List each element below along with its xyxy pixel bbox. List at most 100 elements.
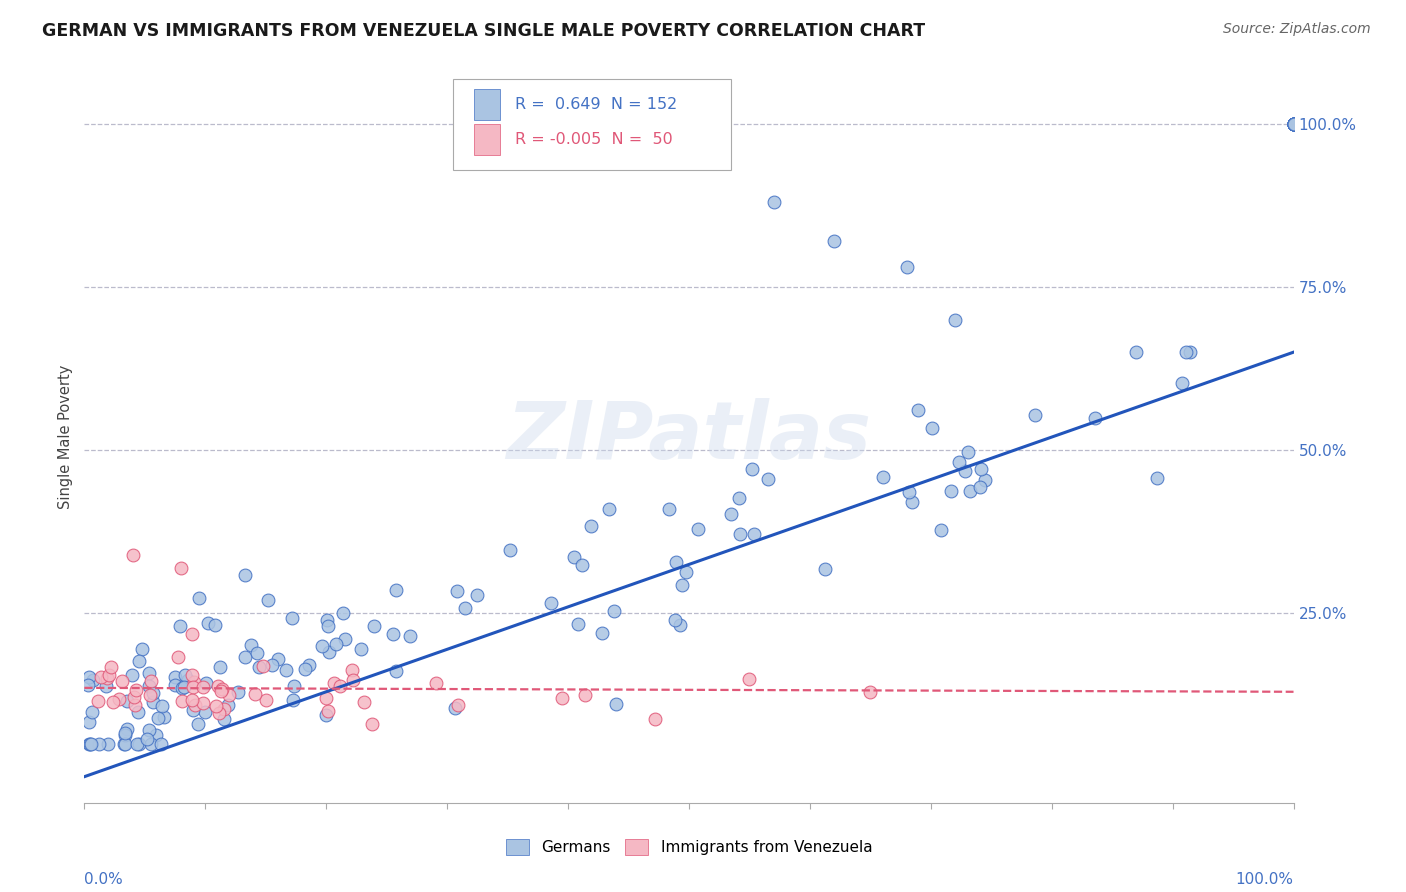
Point <box>605 697 627 711</box>
Point <box>598 502 620 516</box>
Point <box>425 675 447 690</box>
Point <box>1171 376 1194 390</box>
Text: R = -0.005  N =  50: R = -0.005 N = 50 <box>515 132 672 147</box>
Point <box>671 577 693 591</box>
Point <box>363 618 385 632</box>
Point <box>665 555 688 569</box>
Point <box>315 690 337 705</box>
Point <box>742 527 765 541</box>
Point <box>720 508 742 522</box>
Point <box>209 660 232 674</box>
Point <box>1282 117 1305 131</box>
Point <box>447 698 470 712</box>
Point <box>658 502 681 516</box>
Point <box>103 695 125 709</box>
Point <box>1282 117 1305 131</box>
Point <box>1024 408 1046 422</box>
Point <box>127 706 149 720</box>
Point <box>332 606 354 620</box>
Point <box>197 615 219 630</box>
Point <box>252 658 274 673</box>
Point <box>194 705 217 719</box>
Point <box>1282 117 1305 131</box>
Point <box>329 679 352 693</box>
Point <box>1282 117 1305 131</box>
Point <box>79 737 101 751</box>
Point <box>974 473 997 487</box>
Point <box>138 679 160 693</box>
Point <box>77 670 100 684</box>
Point <box>859 685 882 699</box>
Point <box>96 671 118 685</box>
Point <box>138 665 160 680</box>
Point <box>333 632 356 646</box>
Point <box>562 550 585 565</box>
Point <box>136 732 159 747</box>
Point <box>181 627 204 641</box>
Point <box>664 613 686 627</box>
Point <box>399 629 422 643</box>
Point <box>872 470 894 484</box>
Point <box>728 527 751 541</box>
Point <box>173 680 195 694</box>
Point <box>316 619 339 633</box>
Point <box>184 698 207 712</box>
Point <box>191 696 214 710</box>
Point <box>254 693 277 707</box>
Point <box>82 673 104 687</box>
Point <box>603 604 626 618</box>
Point <box>953 464 976 478</box>
Point <box>311 639 333 653</box>
Point <box>256 593 278 607</box>
Point <box>247 659 270 673</box>
FancyBboxPatch shape <box>474 124 501 154</box>
Point <box>688 522 710 536</box>
Point <box>728 491 751 505</box>
Point <box>142 695 165 709</box>
Point <box>318 645 340 659</box>
Point <box>80 737 103 751</box>
Point <box>499 542 522 557</box>
Point <box>762 194 785 209</box>
Point <box>1178 345 1201 359</box>
Point <box>1282 117 1305 131</box>
Point <box>212 712 235 726</box>
Point <box>896 260 918 275</box>
Text: R =  0.649  N = 152: R = 0.649 N = 152 <box>515 96 678 112</box>
Point <box>1282 117 1305 131</box>
Point <box>294 662 316 676</box>
Point <box>551 690 574 705</box>
Point <box>87 737 110 751</box>
Text: ZIPatlas: ZIPatlas <box>506 398 872 476</box>
Point <box>1282 117 1305 131</box>
Point <box>240 638 263 652</box>
Point <box>111 673 134 688</box>
Point <box>233 650 256 665</box>
Legend: Germans, Immigrants from Venezuela: Germans, Immigrants from Venezuela <box>499 833 879 861</box>
Point <box>100 659 122 673</box>
Point <box>142 686 165 700</box>
Point <box>212 702 235 716</box>
Point <box>139 737 162 751</box>
Point <box>1175 345 1198 359</box>
Text: 0.0%: 0.0% <box>84 872 124 888</box>
Point <box>342 673 364 687</box>
Point <box>1282 117 1305 131</box>
Point <box>1282 117 1305 131</box>
Point <box>121 668 143 682</box>
Point <box>226 685 249 699</box>
Point <box>181 680 204 694</box>
Point <box>540 596 562 610</box>
Point <box>579 519 602 533</box>
Point <box>970 461 993 475</box>
Point <box>125 682 148 697</box>
Point <box>1282 117 1305 131</box>
Point <box>384 583 406 598</box>
Point <box>756 472 779 486</box>
Point <box>163 678 186 692</box>
Point <box>170 560 193 574</box>
Point <box>169 619 191 633</box>
Point <box>1084 411 1107 425</box>
Point <box>897 484 920 499</box>
Point <box>1125 345 1147 359</box>
